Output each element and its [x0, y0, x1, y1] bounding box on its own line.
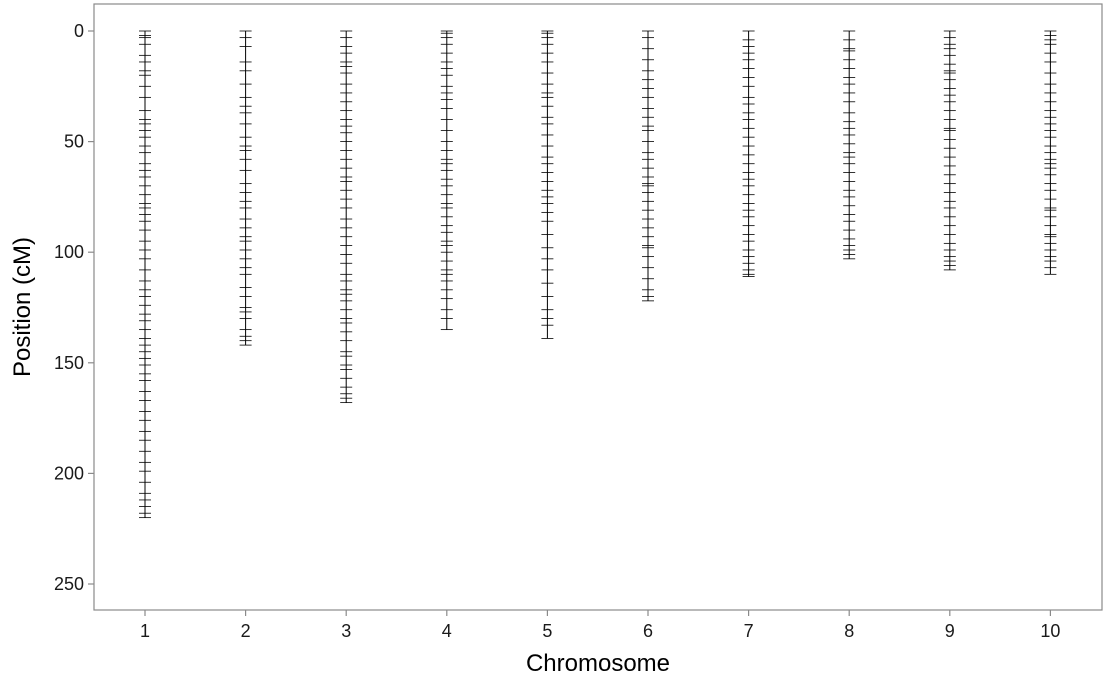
x-tick-label: 10	[1040, 621, 1060, 641]
x-tick-label: 4	[442, 621, 452, 641]
y-tick-label: 200	[54, 463, 84, 483]
y-axis: 0 50 100 150 200 250	[54, 21, 94, 594]
chromosome-5	[541, 30, 554, 339]
x-tick-label: 5	[542, 621, 552, 641]
x-tick-label: 8	[844, 621, 854, 641]
plot-panel	[93, 3, 1103, 611]
chromosome-2	[239, 30, 252, 346]
chromosome-3	[340, 30, 353, 404]
x-tick-label: 7	[744, 621, 754, 641]
y-tick-label: 0	[74, 21, 84, 41]
y-tick-label: 100	[54, 242, 84, 262]
chromosome-marks	[139, 30, 1057, 519]
chromosome-9	[943, 30, 956, 271]
x-tick-label: 6	[643, 621, 653, 641]
x-axis: 1 2 3 4 5 6 7 8 9 10	[140, 610, 1060, 641]
chromosome-7	[742, 30, 755, 277]
x-tick-label: 2	[241, 621, 251, 641]
x-tick-label: 9	[945, 621, 955, 641]
y-tick-label: 250	[54, 574, 84, 594]
y-tick-label: 50	[64, 132, 84, 152]
chromosome-4	[440, 30, 453, 331]
y-tick-label: 150	[54, 353, 84, 373]
y-axis-title: Position (cM)	[9, 237, 36, 377]
chromosome-10	[1044, 30, 1057, 275]
chromosome-8	[843, 30, 856, 260]
chromosome-6	[642, 30, 654, 302]
x-tick-label: 3	[341, 621, 351, 641]
chromosome-1	[139, 30, 151, 519]
x-tick-label: 1	[140, 621, 150, 641]
x-axis-title: Chromosome	[526, 650, 670, 677]
